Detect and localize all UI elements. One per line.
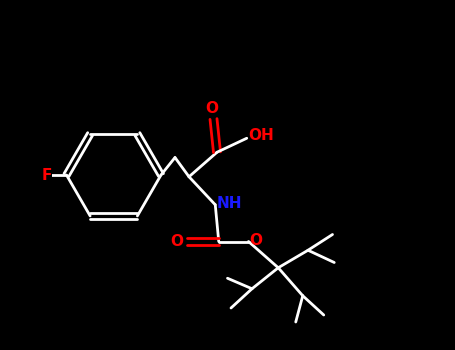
Text: O: O — [206, 101, 218, 116]
Text: F: F — [42, 168, 52, 182]
Text: O: O — [170, 234, 183, 249]
Text: O: O — [250, 233, 263, 248]
Text: OH: OH — [248, 128, 273, 143]
Text: NH: NH — [217, 196, 242, 210]
